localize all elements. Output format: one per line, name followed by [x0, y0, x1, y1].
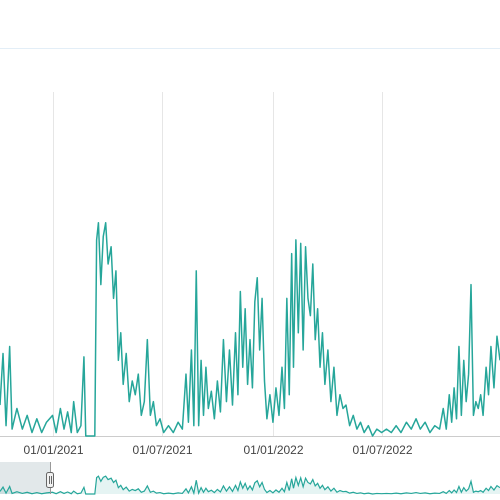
series-line-0	[0, 221, 500, 437]
x-tick-labels: 01/01/2021 01/07/2021 01/01/2022 01/07/2022	[23, 443, 412, 457]
series-group	[0, 221, 500, 437]
x-tick-label-3: 01/07/2022	[352, 443, 412, 457]
x-tick-label-1: 01/07/2021	[132, 443, 192, 457]
navigator-selection[interactable]	[0, 462, 50, 494]
gridlines	[53, 92, 383, 436]
navigator[interactable]	[0, 462, 500, 496]
x-tick-label-0: 01/01/2021	[23, 443, 83, 457]
navigator-line	[0, 475, 500, 496]
x-tick-label-2: 01/01/2022	[243, 443, 303, 457]
navigator-area	[0, 476, 500, 494]
